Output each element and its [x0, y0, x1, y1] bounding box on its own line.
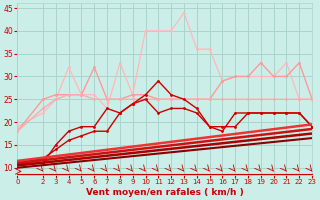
X-axis label: Vent moyen/en rafales ( km/h ): Vent moyen/en rafales ( km/h ): [86, 188, 244, 197]
